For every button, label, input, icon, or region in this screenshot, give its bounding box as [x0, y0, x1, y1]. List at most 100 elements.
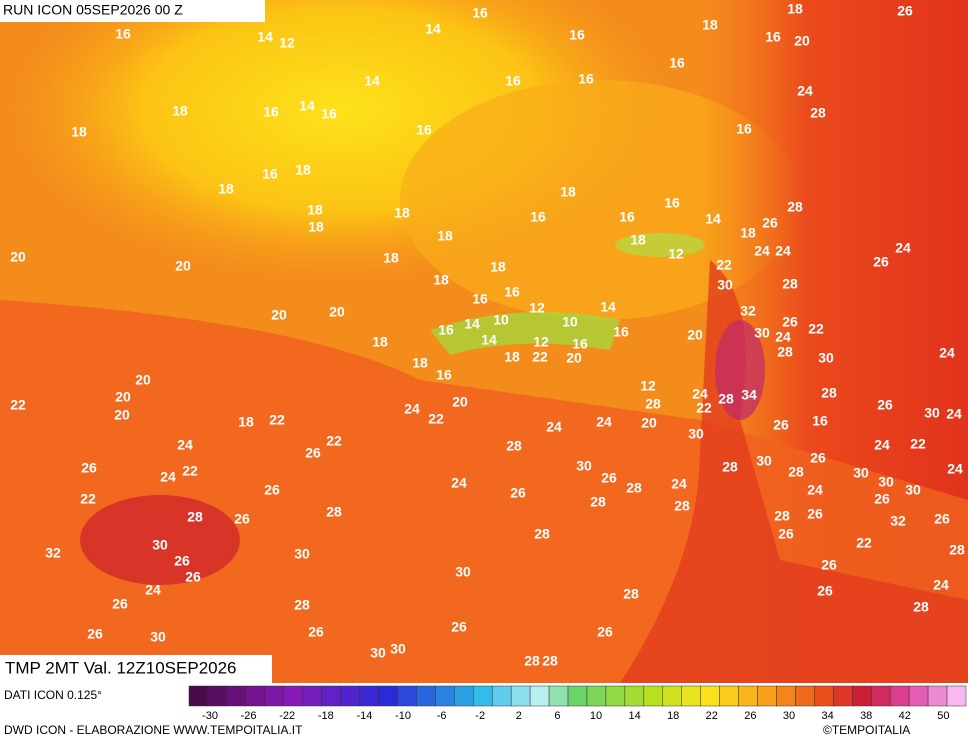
- temperature-label: 26: [874, 491, 890, 507]
- temperature-label: 28: [645, 396, 661, 412]
- colorbar-tick-label: -10: [395, 710, 411, 722]
- temperature-label: 30: [152, 537, 168, 553]
- temperature-label: 18: [172, 103, 188, 119]
- temperature-label: 16: [321, 106, 337, 122]
- temperature-label: 16: [765, 29, 781, 45]
- temperature-label: 16: [263, 104, 279, 120]
- map-background: RUN ICON 05SEP2026 00 Z TMP 2MT Val. 12Z…: [0, 0, 968, 683]
- colorbar-swatch: [378, 685, 398, 707]
- temperature-label: 28: [810, 105, 826, 121]
- temperature-label: 28: [782, 276, 798, 292]
- colorbar-swatch: [700, 685, 720, 707]
- temperature-label: 20: [687, 327, 703, 343]
- temperature-label: 22: [856, 535, 872, 551]
- temperature-label: 26: [264, 482, 280, 498]
- temperature-label: 26: [308, 624, 324, 640]
- temperature-label: 18: [437, 228, 453, 244]
- colorbar-swatch: [435, 685, 455, 707]
- colorbar-swatch: [681, 685, 701, 707]
- temperature-label: 28: [913, 599, 929, 615]
- colorbar-swatch: [852, 685, 872, 707]
- temperature-label: 22: [269, 412, 285, 428]
- colorbar-swatch: [245, 685, 266, 707]
- colorbar-swatch: [605, 685, 626, 707]
- colorbar-swatch: [776, 685, 796, 707]
- temperature-label: 16: [669, 55, 685, 71]
- colorbar-swatch: [207, 685, 228, 707]
- temperature-label: 14: [257, 29, 273, 45]
- temperature-label: 26: [174, 553, 190, 569]
- temperature-label: 18: [295, 162, 311, 178]
- colorbar-swatch: [226, 685, 247, 707]
- colorbar-swatch: [624, 685, 645, 707]
- colorbar-tick-label: 34: [821, 710, 833, 722]
- temperature-label: 28: [777, 344, 793, 360]
- temperature-label: 22: [716, 257, 732, 273]
- colorbar-tick-label: 22: [706, 710, 718, 722]
- temperature-label: 30: [688, 426, 704, 442]
- temperature-label: 30: [717, 277, 733, 293]
- temperature-label: 20: [135, 372, 151, 388]
- temperature-label: 14: [364, 73, 380, 89]
- temperature-label: 18: [372, 334, 388, 350]
- temperature-label: 18: [238, 414, 254, 430]
- temperature-label: 26: [821, 557, 837, 573]
- temperature-label: 30: [756, 453, 772, 469]
- temperature-label: 24: [775, 329, 791, 345]
- temperature-label: 14: [464, 316, 480, 332]
- temperature-label: 18: [394, 205, 410, 221]
- temperature-label: 24: [933, 577, 949, 593]
- temperature-label: 30: [878, 474, 894, 490]
- temperature-label: 30: [390, 641, 406, 657]
- temperature-label: 18: [504, 349, 520, 365]
- colorbar-swatch: [814, 685, 834, 707]
- temperature-label: 24: [754, 243, 770, 259]
- temperature-label: 10: [493, 312, 509, 328]
- temperature-label: 20: [115, 389, 131, 405]
- temperature-label: 22: [808, 321, 824, 337]
- temperature-label: 30: [924, 405, 940, 421]
- temperature-label: 20: [566, 350, 582, 366]
- temperature-label: 26: [778, 526, 794, 542]
- temperature-label: 24: [939, 345, 955, 361]
- temperature-label: 30: [370, 645, 386, 661]
- colorbar: -30 -26 -22 -18 -14 -10 -6 -2 2 6 10 14 18 22 26 30 34 38…: [188, 685, 967, 722]
- colorbar-tick-label: 38: [860, 710, 872, 722]
- temperature-label: 16: [438, 322, 454, 338]
- temperature-label: 26: [87, 626, 103, 642]
- copyright: ©TEMPOITALIA: [823, 723, 910, 737]
- temperature-label: 22: [910, 436, 926, 452]
- colorbar-swatch: [454, 685, 474, 707]
- temperature-label: 18: [787, 1, 803, 17]
- temperature-label: 26: [234, 511, 250, 527]
- temperature-label: 18: [560, 184, 576, 200]
- temperature-label: 18: [702, 17, 718, 33]
- temperature-label: 18: [308, 219, 324, 235]
- colorbar-swatch: [491, 685, 512, 707]
- temperature-label: 20: [10, 249, 26, 265]
- colorbar-swatch: [473, 685, 493, 707]
- colorbar-tick-label: -30: [202, 710, 218, 722]
- temperature-label: 20: [329, 304, 345, 320]
- temperature-label: 28: [674, 498, 690, 514]
- temperature-label: 34: [741, 387, 757, 403]
- colorbar-swatch: [908, 685, 929, 707]
- temperature-label: 28: [774, 508, 790, 524]
- colorbar-swatch: [889, 685, 910, 707]
- temperature-label: 26: [873, 254, 889, 270]
- colorbar-tick-label: 30: [783, 710, 795, 722]
- colorbar-swatch: [927, 685, 948, 707]
- temperature-label: 28: [788, 464, 804, 480]
- map-title: RUN ICON 05SEP2026 00 Z: [3, 2, 183, 18]
- temperature-label: 26: [510, 485, 526, 501]
- temperature-label: 18: [630, 232, 646, 248]
- temperature-label: 20: [794, 33, 810, 49]
- temperature-label: 26: [877, 397, 893, 413]
- temperature-label: 24: [895, 240, 911, 256]
- colorbar-swatch: [416, 685, 436, 707]
- temperature-label: 20: [114, 407, 130, 423]
- temperature-label: 14: [481, 332, 497, 348]
- temperature-label: 26: [773, 417, 789, 433]
- temperature-label: 16: [812, 413, 828, 429]
